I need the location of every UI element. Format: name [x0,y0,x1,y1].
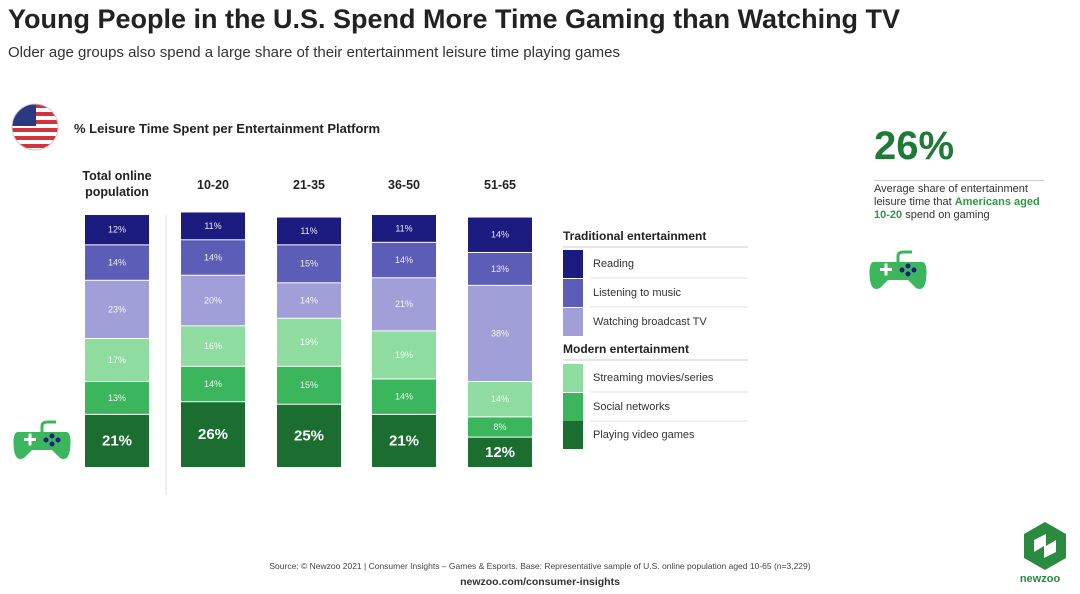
bar-segment [372,414,436,467]
bar-segment [181,402,245,467]
bar-segment [85,338,149,381]
bar-segment [468,217,532,252]
flag-border [11,103,59,151]
category-label: 10-20 [197,178,229,192]
bar-segment [277,217,341,245]
source: Source: © Newzoo 2021 | Consumer Insight… [269,561,811,571]
value-label: 15% [300,380,318,390]
bar-segment [85,381,149,414]
legend-swatch [563,250,583,278]
bar-segment [85,215,149,245]
value-label: 13% [491,264,509,274]
value-label: 21% [102,432,132,449]
value-label: 14% [395,392,413,402]
bar-segment [372,331,436,379]
bar-segment [181,366,245,402]
legend-label: Streaming movies/series [593,372,714,384]
value-label: 21% [395,299,413,309]
value-label: 12% [485,444,515,461]
gamepad-icon [12,420,72,461]
legend-swatch [563,364,583,392]
value-label: 26% [198,426,228,443]
value-label: 14% [395,255,413,265]
title: Young People in the U.S. Spend More Time… [8,4,901,34]
value-label: 11% [300,226,317,236]
value-label: 38% [491,328,509,338]
bar-segment [468,252,532,285]
value-label: 14% [204,379,222,389]
bar-segment [277,366,341,404]
bar-segment [468,381,532,417]
value-label: 17% [108,355,126,365]
value-label: 14% [300,295,318,305]
value-label: 14% [491,394,509,404]
category-label: Total online population [82,169,152,199]
gamepad-icon [868,250,928,291]
bar-segment [468,285,532,381]
bar-segment [181,240,245,275]
callout-text: Average share of entertainment leisure t… [874,180,1044,222]
category-label: 21-35 [293,178,325,192]
bar-segment [85,414,149,467]
legend-label: Watching broadcast TV [593,316,707,328]
bar-segment [181,275,245,326]
callout-text-part: Average share of entertainment leisure t… [874,183,1028,208]
value-label: 13% [108,393,126,403]
value-label: 11% [204,221,221,231]
value-label: 19% [300,337,318,347]
value-label: 21% [389,432,419,449]
bar-segment [372,242,436,278]
value-label: 14% [204,252,222,262]
value-label: 15% [300,259,318,269]
newzoo-logo [1024,522,1066,570]
legend-swatch [563,308,583,336]
value-label: 8% [493,422,506,432]
value-label: 25% [294,427,324,444]
value-label: 14% [491,230,509,240]
callout-highlight: Americans aged 10-20 [874,196,1040,221]
value-label: 16% [204,341,222,351]
bar-segment [277,245,341,283]
value-label: 19% [395,350,413,360]
value-label: 20% [204,295,222,305]
legend-swatch [563,279,583,307]
bar-segment [277,404,341,467]
bar-segment [468,437,532,467]
legend-swatch [563,393,583,421]
brand: newzoo [1019,573,1061,585]
callout-text-part: spend on gaming [902,209,990,221]
bar-segment [85,280,149,338]
category-label: 51-65 [484,178,516,192]
legend-label: Reading [593,258,634,270]
bar-segment [372,278,436,331]
bar-segment [277,318,341,366]
callout-value: 26% [874,124,955,168]
legend-label: Listening to music [593,287,682,299]
legend-label: Playing video games [593,429,695,441]
value-label: 12% [108,225,126,235]
bar-segment [181,212,245,240]
legend-heading: Modern entertainment [563,342,689,356]
legend-heading: Traditional entertainment [563,229,706,243]
category-label: 36-50 [388,178,420,192]
url: newzoo.com/consumer-insights [460,576,620,588]
flag-icon [12,104,58,150]
subtitle: Older age groups also spend a large shar… [8,44,621,61]
bar-segment [85,245,149,280]
bar-segment [181,326,245,366]
bar-segment [277,283,341,318]
legend-swatch [563,421,583,449]
value-label: 23% [108,304,126,314]
value-label: 14% [108,257,126,267]
chart-label: % Leisure Time Spent per Entertainment P… [74,121,381,136]
bar-segment [372,379,436,414]
bar-segment [372,215,436,242]
bar-segment [468,417,532,437]
value-label: 11% [395,223,412,233]
legend-label: Social networks [593,401,671,413]
